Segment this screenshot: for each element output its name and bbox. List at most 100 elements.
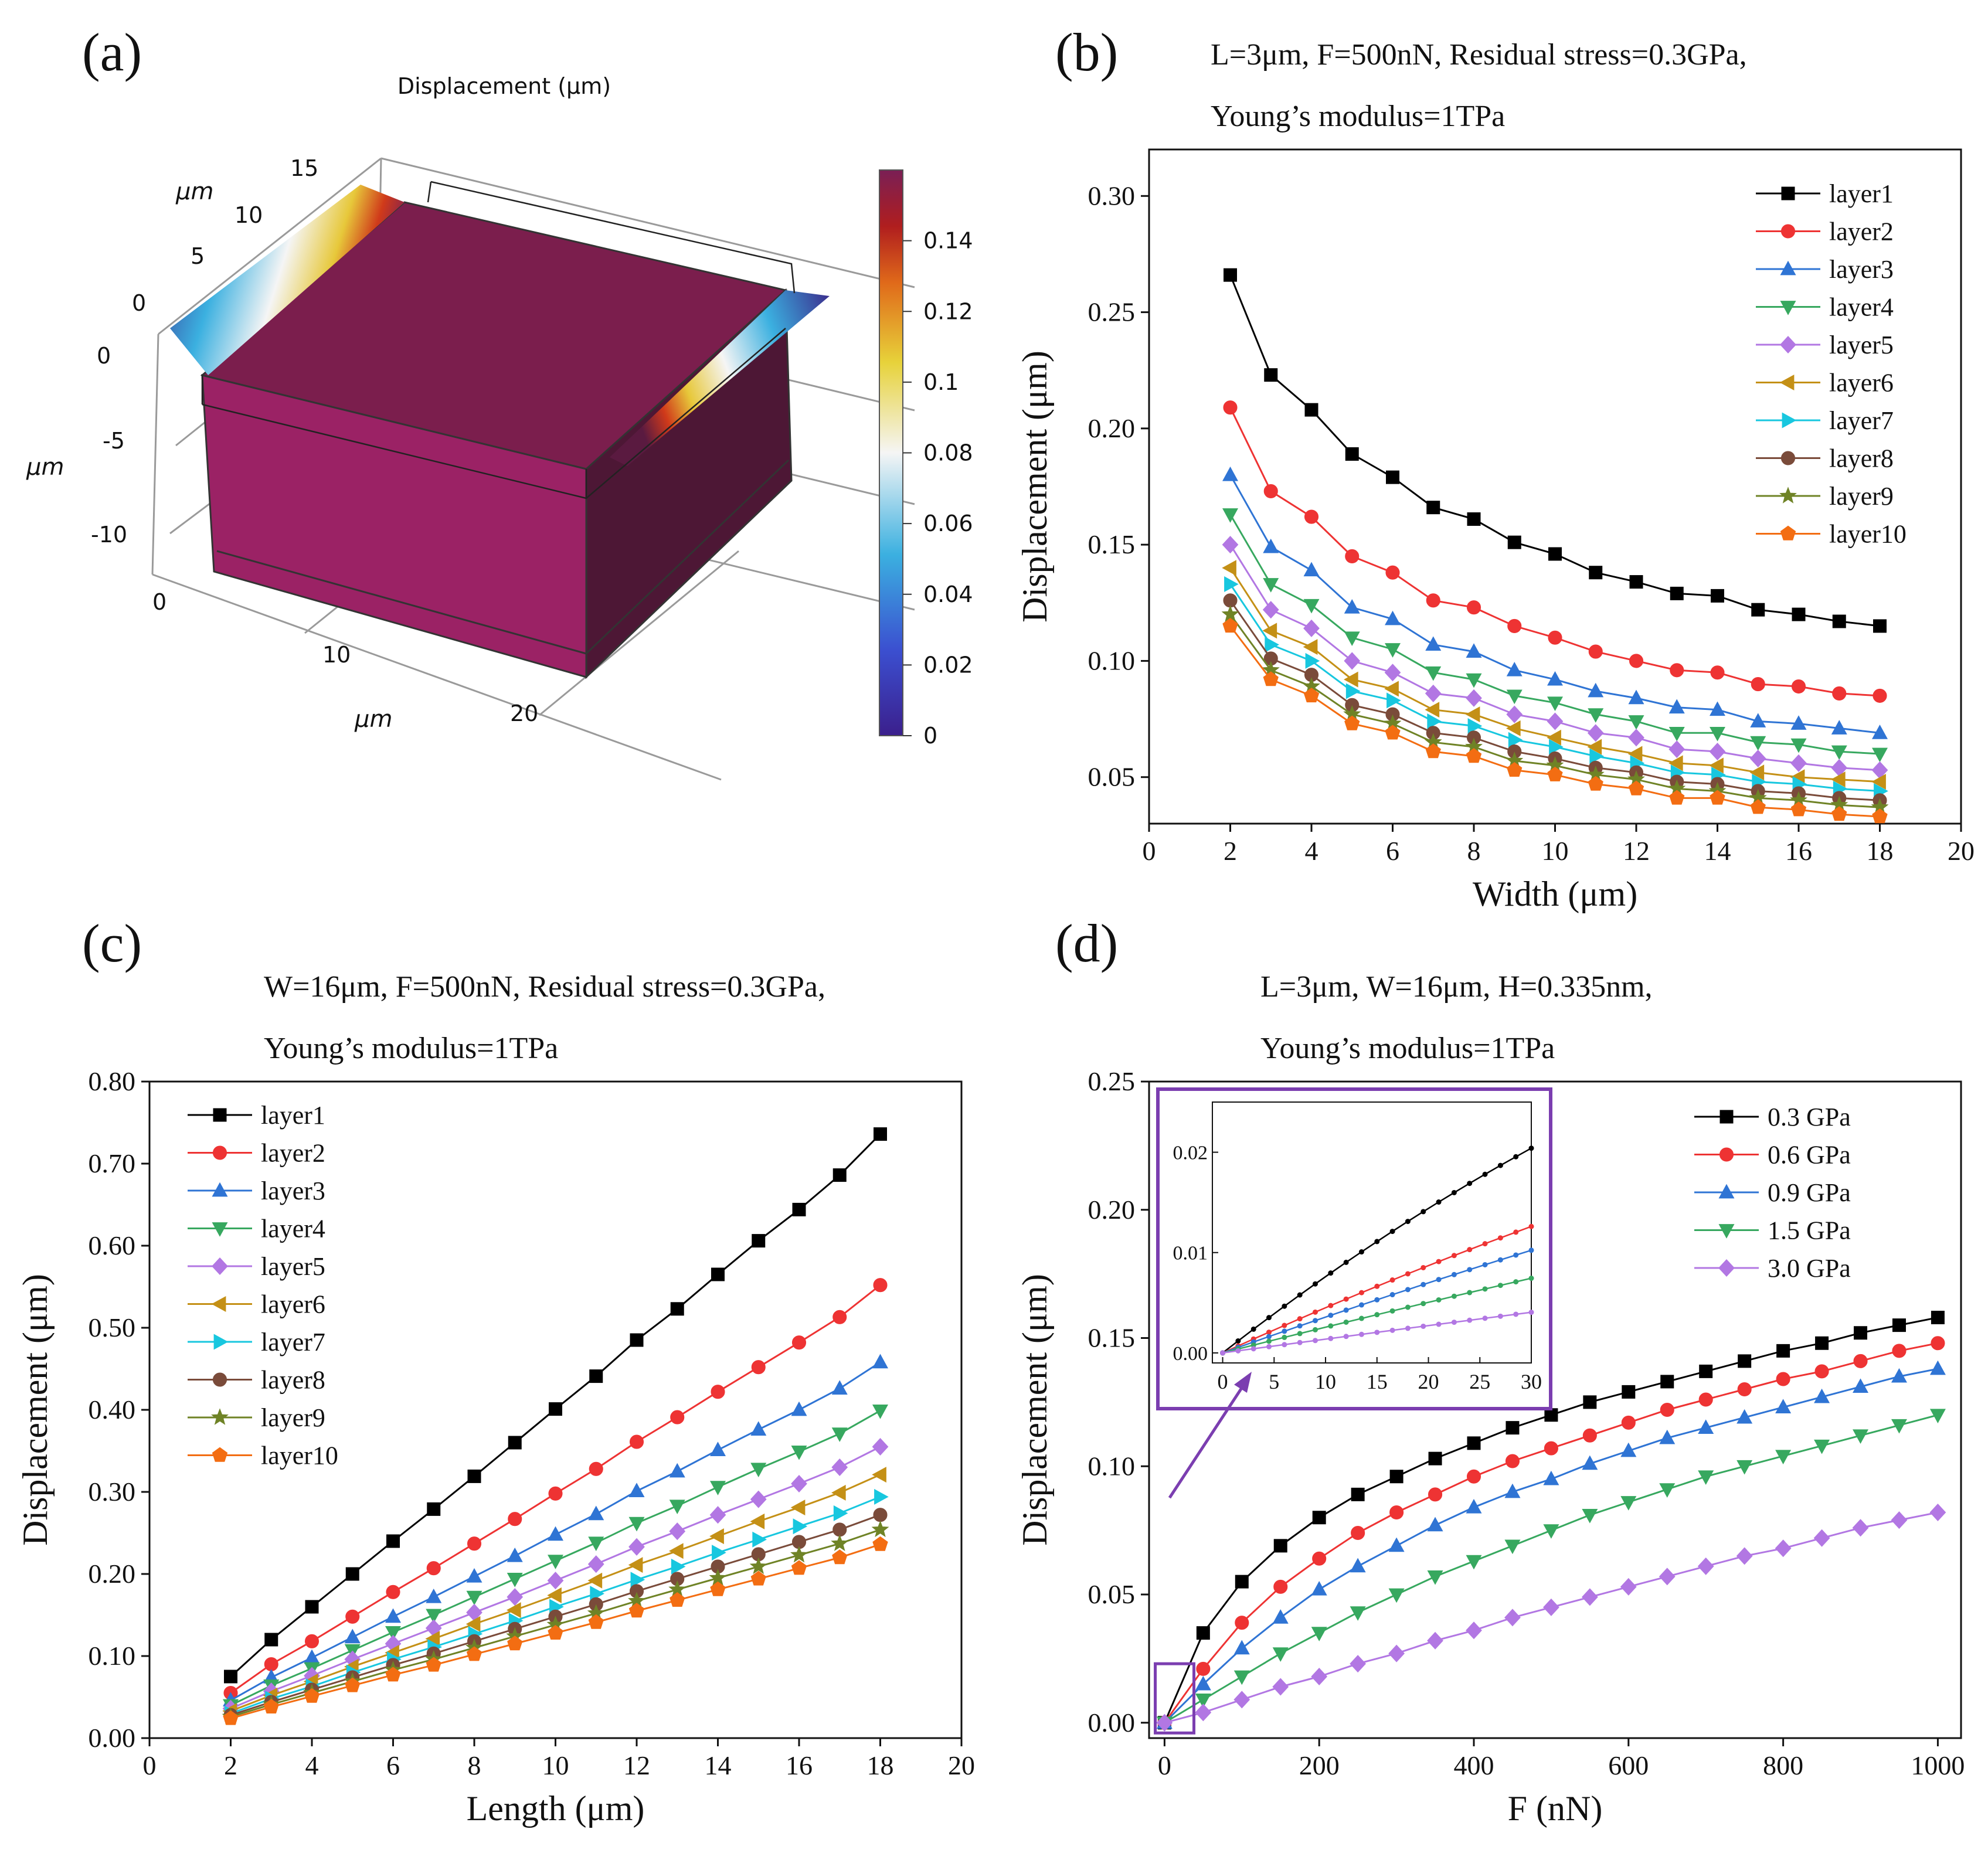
panel-d-series-2-point-1 <box>1196 1661 1211 1676</box>
panel-d-series-2-point-9 <box>1505 1454 1520 1468</box>
panel-c-series-1-point-8 <box>549 1402 562 1416</box>
panel-b-xtick-label-7: 14 <box>1704 836 1731 866</box>
panel-c-xtick-label-9: 18 <box>867 1750 894 1780</box>
panel-d-series-1-point-18 <box>1854 1326 1868 1340</box>
panel-b-series-line-1 <box>1229 274 1880 627</box>
inset-series-4-point-20 <box>1528 1276 1534 1281</box>
inset-series-1-point-7 <box>1328 1270 1334 1276</box>
panel-b-legend-label-10: layer10 <box>1829 520 1907 549</box>
panel-c-series-7-point-13 <box>752 1531 767 1548</box>
panel-b-series-10-point-8 <box>1547 766 1563 781</box>
panel-b-series-2-point-7 <box>1507 618 1522 633</box>
panel-c-legend-label-6: layer6 <box>261 1290 325 1319</box>
panel-b-series-5-point-10 <box>1628 729 1644 747</box>
panel-d-series-4-point-17 <box>1814 1439 1830 1454</box>
panel-b-xtick-label-10: 20 <box>1948 836 1975 866</box>
panel-d-series-2-point-18 <box>1853 1354 1868 1368</box>
panel-c-series-3-point-2 <box>304 1649 320 1664</box>
inset-series-1-point-13 <box>1421 1209 1426 1215</box>
panel-b-series-4-point-14 <box>1790 738 1807 753</box>
inset-series-3-point-13 <box>1421 1281 1426 1287</box>
panel-d-series-3-point-10 <box>1543 1470 1559 1485</box>
panel-c-series-6-point-8 <box>547 1587 562 1603</box>
panel-b-series-1-point-12 <box>1711 589 1724 603</box>
inset-series-2-point-12 <box>1405 1271 1411 1277</box>
panel-d-series-1-point-10 <box>1544 1408 1558 1422</box>
colorbar-tick-label-0: 0 <box>923 723 937 749</box>
panel-d-series-3-point-19 <box>1891 1368 1907 1383</box>
panel-b-legend-label-7: layer7 <box>1829 406 1894 435</box>
inset-series-4-point-7 <box>1328 1323 1334 1329</box>
panel-b-ytick-label-4: 0.25 <box>1088 297 1136 327</box>
panel-b-legend-marker-10 <box>1780 525 1796 540</box>
panel-d-legend-label-1: 0.3 GPa <box>1768 1103 1851 1131</box>
panel-b-legend-marker-3 <box>1780 260 1796 276</box>
inset-series-4-point-17 <box>1482 1286 1488 1292</box>
panel-c-series-7-point-15 <box>833 1505 848 1521</box>
inset-series-2-point-5 <box>1297 1316 1303 1322</box>
panel-c-series-2-point-6 <box>467 1536 482 1551</box>
panel-c-xtick-label-7: 14 <box>705 1750 732 1780</box>
inset-series-4-point-5 <box>1297 1331 1303 1337</box>
panel-c-ytick-label-8: 0.80 <box>89 1066 136 1096</box>
panel-d-series-5-point-16 <box>1775 1539 1792 1558</box>
panel-c-series-5-point-12 <box>709 1506 726 1524</box>
panel-d-series-3-point-8 <box>1466 1499 1482 1514</box>
panel-b-series-1-point-5 <box>1426 501 1440 515</box>
panel-b-series-1-point-16 <box>1873 619 1887 633</box>
panel-b-series-6-point-1 <box>1262 623 1277 639</box>
panel-d-series-4-point-7 <box>1427 1570 1443 1585</box>
panel-b-series-7-point-5 <box>1427 713 1442 730</box>
panel-c-legend-marker-4 <box>212 1222 228 1237</box>
panel-c-series-1-point-2 <box>305 1600 319 1614</box>
panel-b-series-3-point-11 <box>1668 699 1685 714</box>
panel-b-legend-label-6: layer6 <box>1829 369 1894 397</box>
panel-c-series-1-point-5 <box>427 1502 441 1516</box>
panel-b-series-2-point-0 <box>1223 400 1238 415</box>
panel-d-series-4-point-20 <box>1929 1409 1946 1423</box>
panel-d-series-2-point-3 <box>1273 1579 1288 1594</box>
panel-c-series-5-point-15 <box>831 1458 848 1477</box>
inset-series-5-point-10 <box>1374 1330 1380 1335</box>
inset-series-2-point-3 <box>1266 1330 1272 1335</box>
panel-b-series-3-point-7 <box>1506 662 1523 676</box>
panel-b-series-6-point-6 <box>1465 706 1480 723</box>
panel-c-series-5-point-7 <box>507 1588 524 1606</box>
panel-d-series-3-point-17 <box>1814 1388 1830 1403</box>
panel-b-series-6-point-8 <box>1547 729 1561 746</box>
panel-b-series-7-point-9 <box>1589 748 1604 764</box>
panel-d-series-5-point-8 <box>1466 1621 1482 1640</box>
panel-d-series-5-point-2 <box>1233 1691 1250 1709</box>
panel-c-series-8-point-15 <box>832 1522 847 1537</box>
panel-c-xlabel: Length (μm) <box>467 1789 645 1828</box>
panel-b-series-5-point-2 <box>1303 619 1320 637</box>
panel-c-series-3-point-15 <box>831 1380 848 1395</box>
panel-d-xlabel: F (nN) <box>1508 1789 1603 1828</box>
panel-c-legend-label-7: layer7 <box>261 1328 325 1356</box>
panel-d-series-5-point-19 <box>1891 1511 1908 1529</box>
panel-c-series-6-point-6 <box>465 1616 481 1632</box>
panel-b-series-4-point-8 <box>1547 696 1563 712</box>
panel-b-title-line-1: L=3μm, F=500nN, Residual stress=0.3GPa, <box>1211 38 1747 72</box>
panel-c-series-4-point-9 <box>588 1536 604 1552</box>
zoom-region-box <box>1154 1662 1196 1735</box>
panel-d-series-4-point-14 <box>1698 1470 1714 1485</box>
panel-d-series-1-point-17 <box>1815 1336 1829 1350</box>
panel-a-ytick-5: 5 <box>191 243 205 269</box>
panel-c-series-1-point-7 <box>508 1436 522 1450</box>
panel-c-series-3-point-11 <box>669 1463 685 1478</box>
panel-d-series-2-point-15 <box>1737 1382 1752 1397</box>
panel-b-xtick-label-6: 12 <box>1623 836 1650 866</box>
panel-d-series-3-point-5 <box>1350 1558 1366 1573</box>
panel-c-ytick-label-7: 0.70 <box>89 1148 136 1178</box>
inset-xtick-label-6: 30 <box>1521 1370 1542 1393</box>
inset-series-5-point-1 <box>1235 1348 1241 1354</box>
panel-b-series-5-point-1 <box>1262 601 1279 619</box>
inset-series-4-point-8 <box>1343 1319 1349 1325</box>
panel-d-series-2-point-5 <box>1351 1525 1365 1541</box>
panel-d-series-5-point-15 <box>1736 1547 1753 1565</box>
panel-d-series-3-point-12 <box>1620 1442 1637 1457</box>
panel-c-series-1-point-1 <box>264 1633 278 1647</box>
inset-series-5-point-0 <box>1220 1350 1226 1356</box>
panel-c-series-10-point-2 <box>304 1688 320 1703</box>
